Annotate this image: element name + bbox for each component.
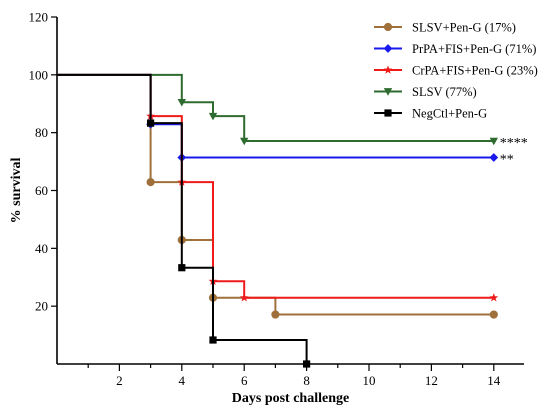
legend-entry-label: SLSV+Pen-G (17%) — [412, 21, 516, 35]
legend-swatch-marker — [383, 22, 393, 32]
legend-swatch-marker — [383, 44, 393, 53]
series-3-significance: **** — [500, 136, 528, 151]
y-tick-label: 100 — [29, 67, 49, 82]
y-tick-label: 120 — [29, 10, 49, 25]
y-tick-label: 40 — [35, 241, 48, 256]
series-3-line — [57, 73, 494, 143]
series-4-point — [178, 264, 186, 272]
series-3-point — [177, 98, 186, 107]
series-3-point — [489, 137, 498, 146]
x-tick-label: 8 — [303, 373, 310, 388]
legend-entry-label: SLSV (77%) — [412, 85, 477, 99]
x-axis-title: Days post challenge — [232, 391, 349, 406]
series-2-point — [489, 293, 499, 302]
y-axis-title: % survival — [9, 158, 24, 224]
legend-entry-label: PrPA+FIS+Pen-G (71%) — [412, 42, 536, 56]
x-tick-label: 2 — [116, 373, 123, 388]
legend-swatch-marker — [383, 65, 393, 74]
x-tick-label: 14 — [487, 373, 501, 388]
y-tick-label: 60 — [35, 183, 48, 198]
series-0-point — [271, 310, 280, 319]
legend-entry-label: NegCtl+Pen-G — [412, 107, 487, 121]
x-tick-label: 6 — [241, 373, 248, 388]
y-tick-label: 20 — [35, 299, 48, 314]
series-4-point — [303, 360, 311, 368]
series-0-point — [146, 178, 155, 187]
legend-entry-label: CrPA+FIS+Pen-G (23%) — [412, 64, 538, 78]
series-0-point — [489, 310, 498, 319]
legend-swatch-marker — [383, 88, 393, 96]
x-tick-label: 4 — [179, 373, 186, 388]
series-1-point — [489, 153, 499, 162]
legend-swatch-marker — [384, 109, 392, 117]
series-4-point — [209, 336, 217, 344]
series-4-point — [147, 119, 155, 127]
series-1-significance: ** — [500, 153, 514, 168]
y-tick-label: 80 — [35, 125, 48, 140]
series-3-point — [208, 112, 218, 121]
x-tick-label: 12 — [425, 373, 438, 388]
x-tick-label: 10 — [363, 373, 376, 388]
series-2-point — [239, 293, 249, 302]
series-3-point — [240, 137, 249, 146]
